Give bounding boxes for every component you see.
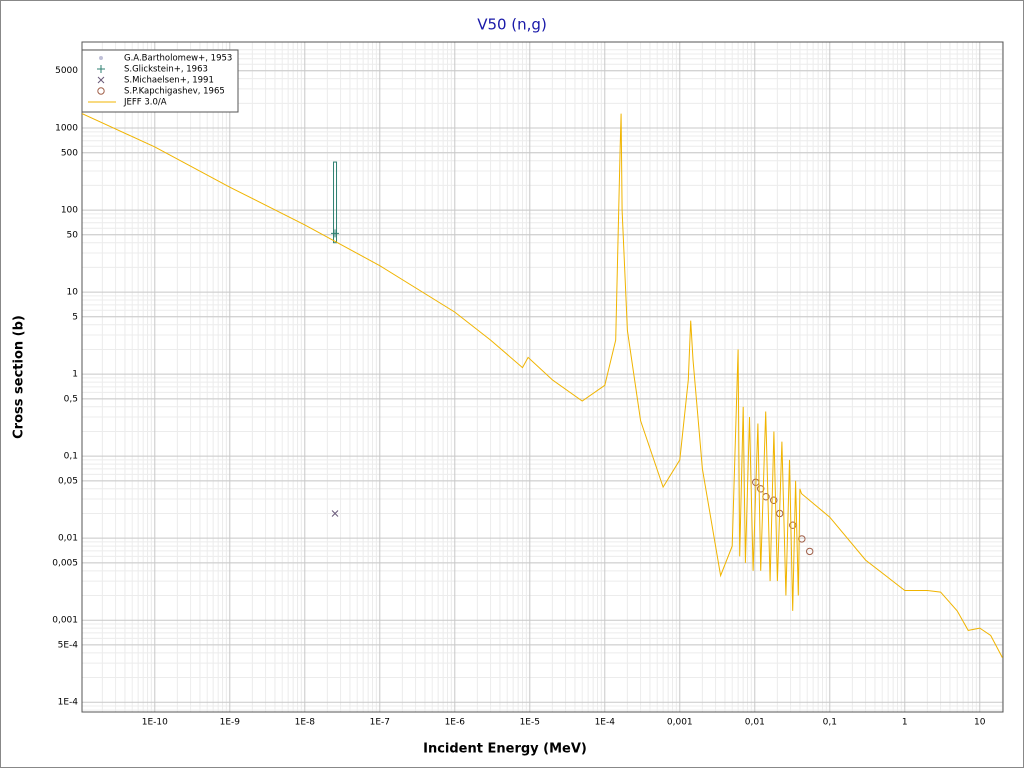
data-point [97,76,105,84]
grid [82,42,1003,712]
legend-label: S.Michaelsen+, 1991 [124,76,214,86]
data-point [331,510,339,517]
x-tick-label: 1E-8 [295,718,316,728]
x-tick-label: 1E-7 [370,718,390,728]
legend-label: JEFF 3.0/A [123,98,167,108]
data-point [806,547,814,556]
x-tick-label: 1E-4 [595,718,616,728]
legend-label: S.Glickstein+, 1963 [124,65,208,75]
x-axis-label: Incident Energy (MeV) [423,742,587,757]
y-tick-label: 5000 [55,66,78,76]
y-tick-label: 0,001 [52,616,78,626]
x-tick-label: 0,01 [745,718,765,728]
y-tick-label: 10 [67,288,79,298]
y-tick-label: 1 [72,370,78,380]
x-tick-label: 1 [902,718,908,728]
y-tick-label: 5E-4 [58,640,79,650]
x-tick-label: 1E-6 [445,718,466,728]
data-point [770,496,778,504]
x-tick-label: 10 [974,718,986,728]
data-point [97,87,105,95]
x-tick-label: 0,1 [823,718,837,728]
x-tick-label: 1E-9 [220,718,241,728]
plot-frame [81,41,1004,713]
data-line [82,113,1003,658]
error-bar [333,161,338,244]
data-point [789,521,797,529]
x-tick-label: 1E-5 [520,718,540,728]
x-tick-label: 1E-10 [142,718,168,728]
y-tick-label: 0,005 [52,558,78,568]
y-tick-label: 0,5 [64,394,78,404]
data-point [99,56,103,60]
y-tick-label: 0,01 [58,534,78,544]
y-tick-label: 1000 [55,124,78,134]
legend-label: G.A.Bartholomew+, 1953 [124,54,232,64]
legend-label: S.P.Kapchigashev, 1965 [124,87,225,97]
y-tick-label: 100 [61,206,78,216]
x-tick-label: 0,001 [667,718,693,728]
y-tick-label: 1E-4 [58,698,79,708]
y-tick-label: 0,1 [64,452,78,462]
y-tick-label: 0,05 [58,476,78,486]
data-point [331,229,340,238]
y-axis-label: Cross section (b) [12,315,27,439]
chart-title: V50 (n,g) [477,16,547,34]
y-tick-label: 5 [72,312,78,322]
y-tick-label: 500 [61,148,78,158]
y-tick-label: 50 [67,230,79,240]
data-point [757,485,765,493]
data-point [798,535,806,543]
data-point [97,65,105,73]
